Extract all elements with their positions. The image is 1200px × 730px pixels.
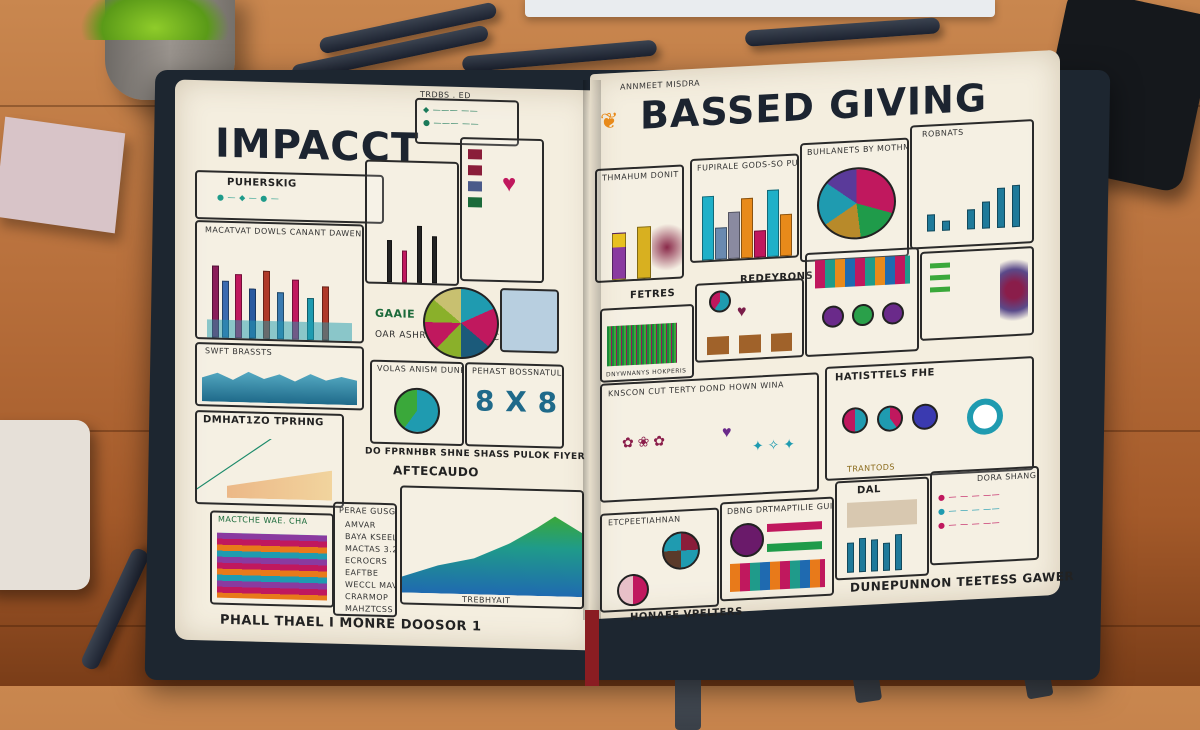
section-label: MACTCHE WAE. CHA [218,514,308,526]
trend-chart: DMHAT1ZO TPRHNG [195,410,344,508]
pie-chart [817,165,896,242]
stacked-bars: MACTCHE WAE. CHA [210,510,334,608]
header-note: ANNMEET MISDRA [620,78,701,92]
section-label: TREBHYAIT [462,595,511,606]
section-label: DNYWNANYS HOKPERIS [606,367,687,379]
section-label: KNSCON CUT TERTY DOND HOWN WINA [608,380,784,399]
pen [461,39,658,73]
swatch-column: ♥ [460,136,544,284]
list-item: EAFTBE [345,567,379,578]
list-box: PERAE GUSGIA AMVAR BAYA KSEEL MACTAS 3.2… [333,501,397,618]
number-glyphs: 8 X 8 [475,384,558,420]
sticky-panel [500,288,559,354]
list-item: ECROCRS [345,555,388,567]
tables-top-section [805,247,919,358]
top-legend: PUHERSKIG ● — ◆ — ● — [195,170,384,224]
sticker-map-section: KNSCON CUT TERTY DOND HOWN WINA ✿ ❀ ✿ ♥ … [600,372,819,503]
dramatic-section: DBNG DRTMAPTILIE GUINS [720,496,834,602]
series-label: FETRES [630,287,676,302]
notebook-spine [583,80,601,620]
section-label: PERAE GUSGIA [339,505,397,517]
heart-icon: ♥ [737,303,747,321]
pie-section: BUHLANETS BY MOTHM [800,137,909,263]
bars-section: FUPIRALE GODS-SO PUVEL GBD [690,153,799,264]
section-label: SWFT BRASSTS [205,346,273,358]
section-label: DORA SHANG [977,470,1037,484]
donut-section: THMAHUM DONIT [595,164,684,284]
section-label: THMAHUM DONIT [602,169,679,183]
right-bars-section: ROBNATS [910,119,1034,250]
histogram-section: DNYWNANYS HOKPERIS [600,303,694,383]
plant-leaves [80,0,230,40]
footer-text: PHALL THAEL I MONRE DOOSOR 1 [220,612,482,635]
expedition-section: ETCPEETIAHNAN [600,507,719,613]
list-item: AMVAR [345,519,376,530]
section-label: DMHAT1ZO TPRHNG [203,414,324,429]
section-label: DBNG DRTMAPTILIE GUINS [727,500,834,517]
mountain-chart: TREBHYAIT [400,485,584,610]
tables-section: HATISTTELS FHE TRANTODS [825,356,1034,481]
section-label: MACATVAT DOWLS CANANT DAWENSS [205,225,364,239]
list-item: CRARMOP [345,591,389,603]
globe-icon [394,387,440,435]
list-item: BAYA KSEEL [345,531,397,543]
tablet [0,420,90,590]
section-label: BUHLANETS BY MOTHM [807,142,909,157]
right-list-section: DORA SHANG ● — — — —— ● — — — —— ● — — —… [930,465,1039,566]
sticky-note [0,116,126,234]
pen [79,546,151,672]
list-item: WECCL MAVIC [345,579,397,591]
small-chart [365,159,459,286]
people-row: TRANTODS [847,462,895,474]
dal-section: DAL [835,476,929,581]
globe-box: VOLAS ANISM DUNRE [370,359,464,447]
bar-chart: MACATVAT DOWLS CANANT DAWENSS [195,220,364,344]
area-chart: SWFT BRASSTS [195,342,364,411]
banner-line: DO FPRNHBR SHNE SHASS PULOK FIYER [365,446,586,463]
section-label: DAL [857,484,881,497]
numbers-box: PEHAST BOSSNATUL 8 X 8 [465,362,564,449]
list-item: MAHZTCSS [345,603,394,615]
bookmark-ribbon [585,610,599,686]
pie-note: GAAIE [375,306,416,321]
section-label: PEHAST BOSSNATUL [472,366,562,378]
left-page: TRDBS . ED IMPACCT ◆ ——— —— ● ——— —— PUH… [175,79,595,651]
section-label: PUHERSKIG [227,176,297,190]
heart-icon: ♥ [722,423,732,442]
legend-list [920,246,1034,342]
section-label: ETCPEETIAHNAN [608,514,681,528]
redev-section: ♥ [695,278,804,363]
section-label: HATISTTELS FHE [835,367,935,384]
pen [744,17,941,47]
section-label: FUPIRALE GODS-SO PUVEL GBD [697,156,799,173]
section-label: ROBNATS [922,127,964,139]
keyboard [525,0,995,17]
list-item: MACTAS 3.2 [345,543,397,555]
butterfly-icon: ❦ [600,107,619,134]
right-page: ANNMEET MISDRA BASSED GIVING ❦ THMAHUM D… [590,49,1074,623]
banner-title: AFTECAUDO [393,463,479,480]
section-label: VOLAS ANISM DUNRE [377,363,464,376]
pie-chart [423,285,499,360]
heart-icon: ♥ [502,170,517,198]
